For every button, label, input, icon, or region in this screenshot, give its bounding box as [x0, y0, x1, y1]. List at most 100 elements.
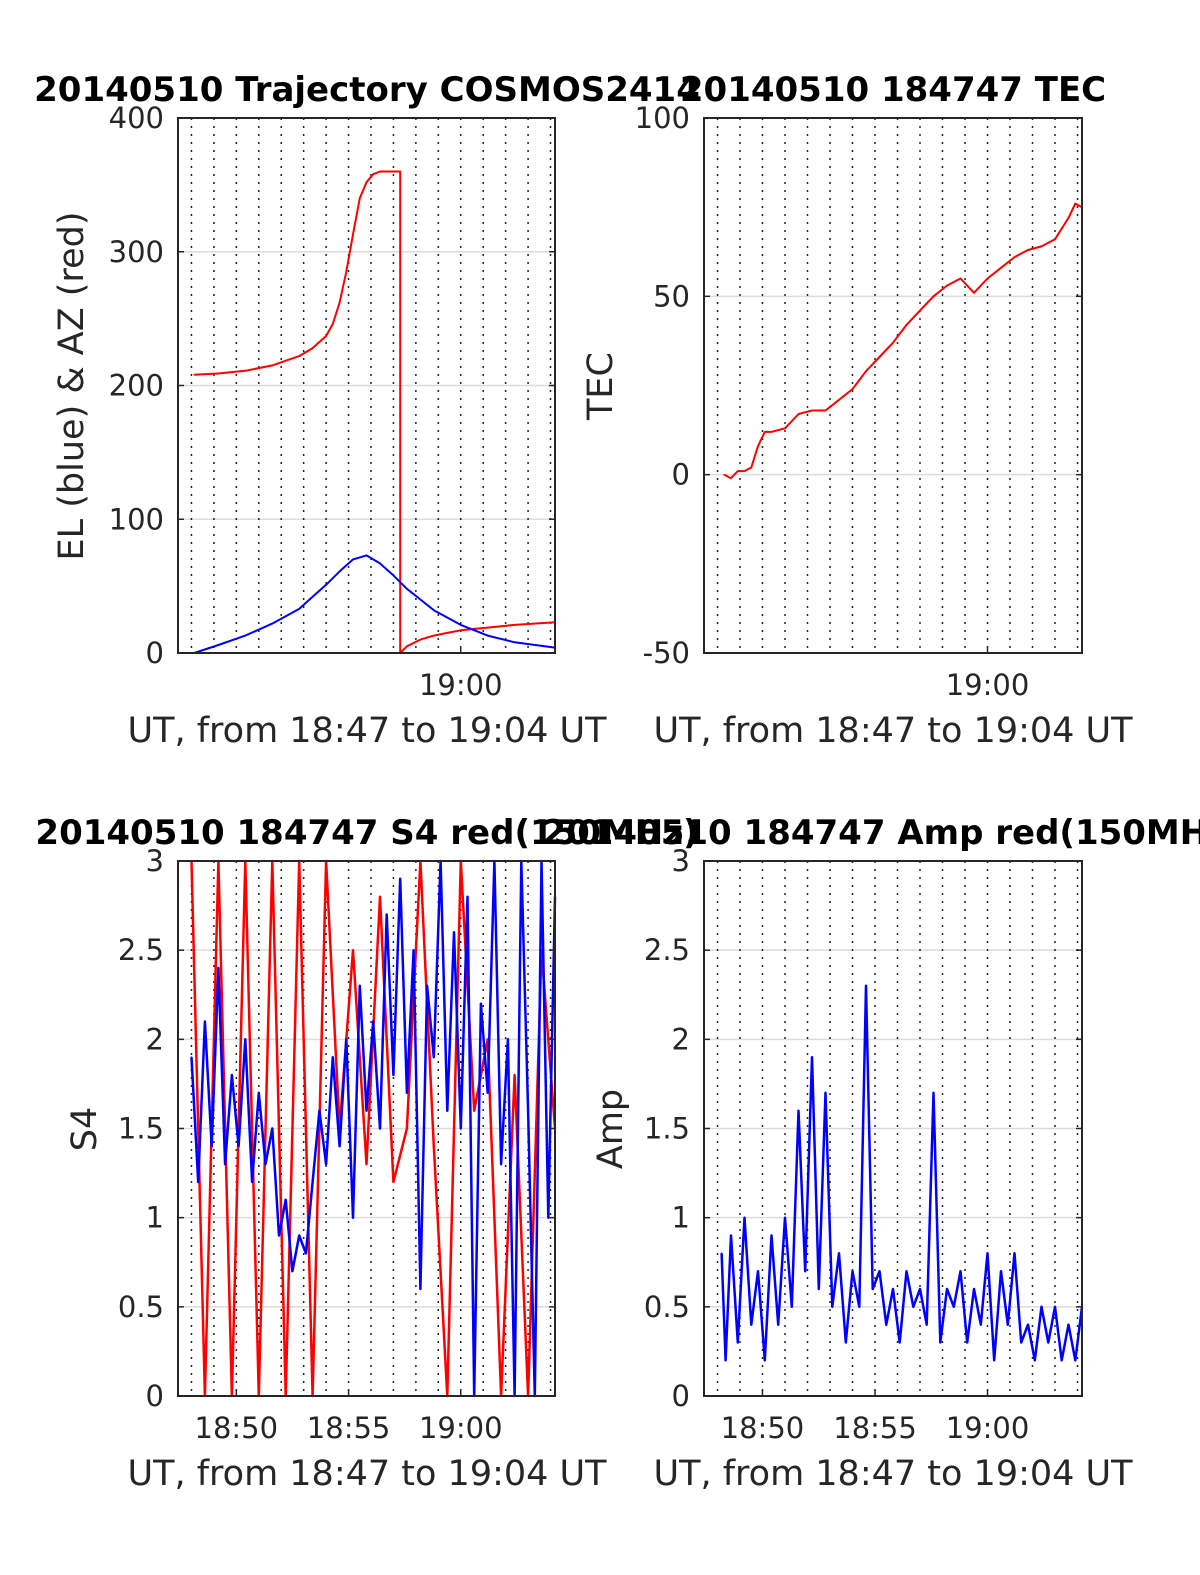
- trajectory-y-label: EL (blue) & AZ (red): [52, 212, 92, 561]
- data-point: [851, 388, 854, 390]
- tec-ticks: -50 0 50 100 19:00: [635, 101, 1082, 702]
- data-point: [817, 1288, 820, 1290]
- data-point: [986, 1252, 989, 1255]
- data-point: [784, 1216, 786, 1219]
- data-point: [1000, 267, 1002, 269]
- data-point: [824, 409, 827, 412]
- data-point: [1054, 1306, 1056, 1308]
- data-point: [365, 1163, 368, 1165]
- data-point: [851, 1270, 854, 1272]
- data-point: [898, 1341, 901, 1344]
- x-tick-label: 19:00: [419, 1411, 503, 1445]
- data-point: [365, 181, 368, 183]
- data-point: [217, 644, 220, 646]
- data-point: [993, 1359, 996, 1362]
- data-point: [325, 583, 327, 586]
- data-point: [919, 1288, 921, 1290]
- y-tick-label: 1.5: [118, 1112, 164, 1146]
- data-point: [379, 170, 381, 173]
- data-point: [271, 622, 274, 625]
- data-point: [885, 1323, 888, 1326]
- data-point: [459, 1127, 462, 1130]
- amp-x-label: UT, from 18:47 to 19:04 UT: [653, 1454, 1133, 1494]
- data-point: [1027, 1323, 1029, 1326]
- data-point: [412, 949, 415, 951]
- y-tick-label: 0: [672, 1379, 690, 1413]
- data-point: [392, 1074, 395, 1076]
- data-point: [932, 295, 935, 298]
- data-point: [311, 347, 314, 349]
- tec-axes-box: [703, 117, 1083, 654]
- data-point: [392, 170, 395, 173]
- data-point: [372, 1020, 375, 1023]
- data-point: [1013, 256, 1016, 258]
- x-tick-label: 18:50: [721, 1411, 805, 1445]
- y-tick-label: 400: [109, 101, 164, 135]
- y-tick-label: 3: [146, 844, 164, 878]
- data-point: [271, 1127, 274, 1130]
- data-point: [844, 1341, 847, 1344]
- data-point: [946, 284, 948, 287]
- data-point: [777, 1323, 780, 1326]
- x-tick-label: 19:00: [419, 668, 503, 702]
- data-point: [284, 1199, 287, 1201]
- y-tick-label: -50: [643, 636, 690, 670]
- data-point: [210, 1145, 213, 1148]
- data-point: [224, 1163, 226, 1165]
- data-point: [291, 1270, 294, 1272]
- data-point: [352, 949, 354, 951]
- data-point: [743, 1216, 746, 1219]
- s4-y-label: S4: [65, 1107, 105, 1152]
- data-point: [1047, 1341, 1050, 1344]
- data-point: [1020, 1341, 1023, 1344]
- data-point: [1054, 238, 1056, 241]
- x-tick-label: 19:00: [946, 668, 1030, 702]
- amp-title: 20140510 184747 Amp red(150MHz): [542, 813, 1200, 853]
- data-point: [527, 1109, 529, 1112]
- y-tick-label: 0.5: [118, 1290, 164, 1324]
- data-point: [396, 170, 399, 173]
- tec-title: 20140510 184747 TEC: [680, 70, 1106, 110]
- y-tick-label: 0: [146, 1379, 164, 1413]
- data-point: [406, 645, 408, 648]
- data-point: [459, 624, 462, 626]
- data-point: [757, 445, 759, 447]
- data-point: [838, 398, 840, 401]
- data-point: [1040, 245, 1043, 248]
- data-point: [271, 364, 274, 367]
- data-point: [197, 1181, 199, 1183]
- data-point: [757, 1270, 759, 1272]
- data-point: [750, 466, 753, 469]
- data-point: [770, 1234, 773, 1237]
- data-point: [797, 1109, 800, 1112]
- data-point: [513, 624, 516, 626]
- y-tick-label: 50: [653, 279, 690, 313]
- data-point: [804, 1270, 807, 1272]
- data-point: [251, 1181, 253, 1183]
- data-point: [338, 301, 341, 304]
- amp-y-label: Amp: [591, 1089, 631, 1169]
- data-point: [865, 985, 867, 987]
- y-tick-label: 2.5: [644, 933, 690, 967]
- data-point: [298, 608, 300, 610]
- data-point: [406, 1127, 408, 1130]
- data-point: [878, 356, 881, 358]
- data-point: [193, 374, 195, 376]
- data-point: [231, 1074, 233, 1076]
- data-point: [750, 1323, 753, 1326]
- data-point: [1000, 1270, 1002, 1272]
- data-point: [1060, 227, 1063, 230]
- data-point: [939, 1341, 942, 1344]
- data-point: [730, 1234, 732, 1237]
- data-point: [925, 1323, 928, 1326]
- data-point: [365, 554, 368, 557]
- y-tick-label: 300: [109, 235, 164, 269]
- data-point: [305, 1252, 307, 1255]
- data-point: [332, 1056, 334, 1058]
- data-point: [318, 1109, 321, 1112]
- s4-ticks: 0 0.5 1 1.5 2 2.5 3 18:50 18:55 19:00: [118, 844, 555, 1445]
- data-point: [1074, 202, 1077, 205]
- data-point: [871, 1288, 874, 1290]
- data-point: [736, 1341, 739, 1344]
